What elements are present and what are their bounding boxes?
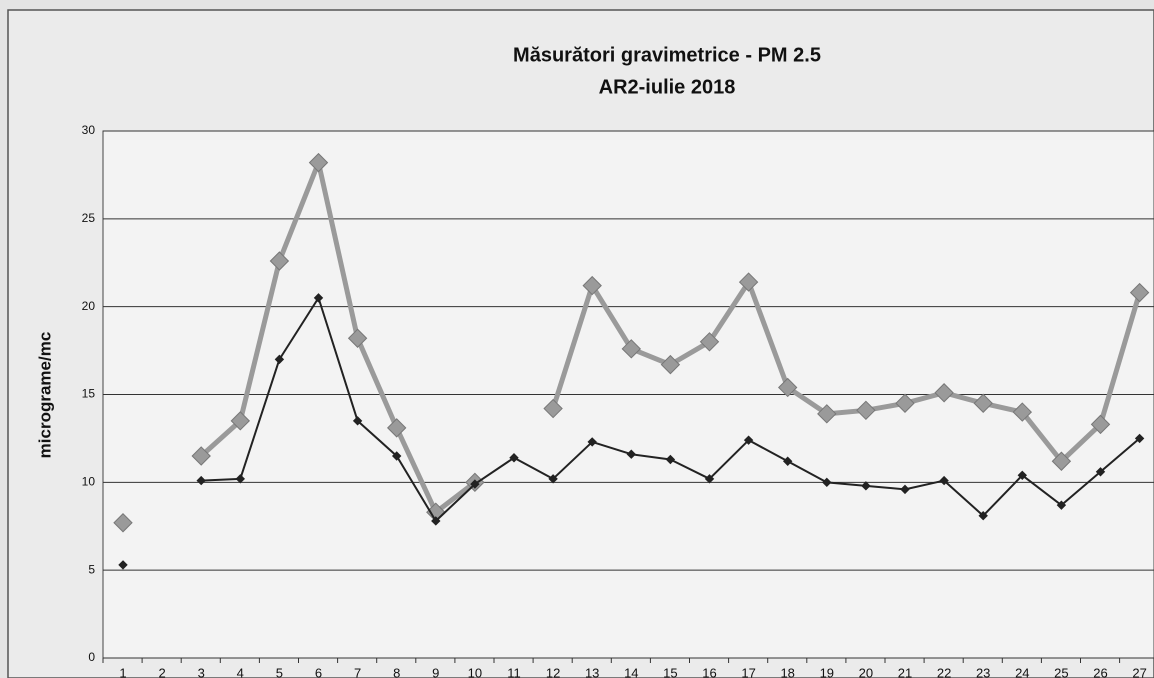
- marker: [1056, 500, 1067, 510]
- y-tick-label: 20: [82, 299, 96, 313]
- x-tick-label: 23: [976, 665, 990, 678]
- marker: [582, 275, 602, 296]
- marker: [1051, 451, 1072, 471]
- y-tick-label: 30: [82, 123, 96, 137]
- x-tick-label: 4: [237, 665, 244, 678]
- x-tick-label: 14: [624, 665, 638, 678]
- x-tick-label: 24: [1015, 665, 1029, 678]
- y-tick-label: 10: [82, 475, 96, 489]
- x-tick-label: 11: [507, 665, 521, 678]
- x-tick-label: 16: [702, 665, 716, 678]
- marker: [665, 454, 676, 465]
- y-tick-label: 0: [88, 650, 95, 664]
- marker: [352, 416, 363, 426]
- x-tick-label: 2: [158, 665, 165, 678]
- marker: [308, 152, 329, 173]
- marker: [738, 272, 759, 292]
- marker: [978, 511, 988, 521]
- marker: [660, 354, 681, 375]
- marker: [1134, 433, 1145, 444]
- marker: [895, 393, 915, 413]
- marker: [817, 404, 837, 424]
- y-tick-label: 25: [82, 211, 96, 225]
- marker: [973, 393, 993, 413]
- y-axis-label: micrograme/mc: [35, 332, 54, 459]
- marker: [196, 475, 206, 486]
- marker: [191, 446, 211, 466]
- marker: [386, 418, 407, 438]
- marker: [1095, 467, 1106, 477]
- x-tick-label: 17: [741, 665, 755, 678]
- marker: [1012, 402, 1033, 422]
- marker: [113, 513, 133, 533]
- x-tick-label: 13: [585, 665, 599, 678]
- marker: [1129, 282, 1150, 303]
- marker: [743, 435, 754, 445]
- marker: [548, 474, 558, 484]
- y-tick-label: 5: [88, 562, 95, 576]
- marker: [587, 437, 597, 447]
- x-tick-label: 8: [393, 665, 400, 678]
- x-tick-label: 18: [780, 665, 794, 678]
- marker: [1090, 414, 1111, 435]
- marker: [470, 479, 480, 489]
- marker: [782, 456, 793, 466]
- x-tick-label: 3: [198, 665, 205, 678]
- x-tick-label: 1: [119, 665, 126, 678]
- marker: [699, 332, 720, 352]
- marker: [822, 477, 832, 488]
- marker: [621, 339, 642, 359]
- x-tick-label: 21: [898, 665, 912, 678]
- x-tick-label: 27: [1132, 665, 1146, 678]
- marker: [391, 451, 402, 461]
- marker: [431, 516, 441, 526]
- x-tick-label: 22: [937, 665, 951, 678]
- marker: [274, 354, 285, 365]
- chart-subtitle: AR2-iulie 2018: [599, 76, 736, 98]
- x-tick-label: 26: [1093, 665, 1107, 678]
- x-tick-label: 5: [276, 665, 283, 678]
- x-tick-label: 7: [354, 665, 361, 678]
- marker: [509, 453, 519, 463]
- marker: [861, 481, 871, 491]
- x-tick-label: 12: [546, 665, 560, 678]
- marker: [856, 400, 876, 421]
- marker: [1017, 470, 1028, 481]
- marker: [235, 474, 246, 484]
- series-line: [199, 160, 477, 515]
- marker: [777, 377, 798, 398]
- marker: [269, 251, 290, 271]
- series-line: [550, 279, 1142, 464]
- marker: [118, 560, 128, 570]
- marker: [704, 474, 715, 484]
- chart-title: Măsurători gravimetrice - PM 2.5: [513, 44, 821, 66]
- x-tick-label: 10: [468, 665, 482, 678]
- x-tick-label: 9: [432, 665, 439, 678]
- x-tick-label: 19: [820, 665, 834, 678]
- marker: [939, 475, 949, 486]
- x-tick-label: 25: [1054, 665, 1068, 678]
- y-tick-label: 15: [82, 387, 96, 401]
- marker: [543, 398, 563, 419]
- marker: [626, 449, 637, 459]
- marker: [230, 411, 251, 431]
- marker: [900, 484, 910, 495]
- marker: [934, 383, 954, 403]
- x-tick-label: 20: [859, 665, 873, 678]
- x-tick-label: 15: [663, 665, 677, 678]
- marker: [347, 328, 368, 348]
- marker: [313, 293, 324, 303]
- x-tick-label: 6: [315, 665, 322, 678]
